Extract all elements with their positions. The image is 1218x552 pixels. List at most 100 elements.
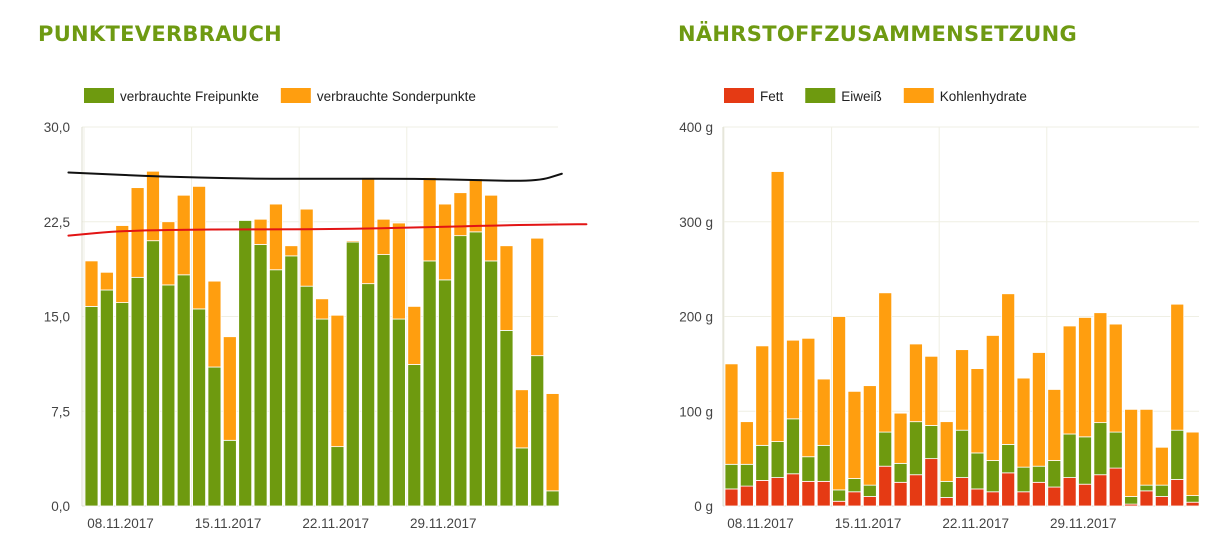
- bar-segment: [816, 444, 831, 482]
- bar-segment: [499, 245, 514, 331]
- bar-segment: [924, 425, 939, 460]
- y-tick-label: 0 g: [694, 499, 713, 514]
- bar-segment: [192, 308, 206, 507]
- bar-segment: [1154, 446, 1169, 486]
- bar-segment: [84, 260, 99, 307]
- bar-segment: [207, 366, 222, 507]
- bar-segment: [755, 345, 770, 446]
- bar-segment: [484, 194, 499, 262]
- bar-segment: [530, 355, 545, 507]
- bar-segment: [1078, 436, 1092, 485]
- bar-segment: [770, 477, 785, 507]
- bar-segment: [361, 283, 376, 507]
- y-tick-label: 0,0: [51, 499, 70, 514]
- bar-segment: [1185, 431, 1200, 496]
- bar-segment: [269, 203, 283, 271]
- bar-segment: [909, 421, 923, 476]
- y-tick-label: 200 g: [679, 310, 713, 325]
- bar-segment: [299, 285, 314, 507]
- bar-segment: [939, 480, 954, 498]
- bar-segment: [207, 280, 222, 368]
- bar-segment: [1032, 465, 1046, 483]
- annotation-line: [67, 223, 588, 237]
- bar-segment: [514, 447, 529, 507]
- bar-segment: [724, 363, 739, 465]
- bar-segment: [832, 316, 846, 491]
- bar-segment: [468, 178, 483, 233]
- bar-segment: [862, 496, 877, 507]
- bar-segment: [1001, 444, 1016, 474]
- legend-label: Fett: [760, 89, 784, 104]
- bar-segment: [770, 171, 785, 442]
- bar-segment: [1047, 486, 1062, 507]
- bar-segment: [1108, 467, 1123, 507]
- x-tick-label: 08.11.2017: [727, 516, 794, 531]
- bar-segment: [1093, 474, 1108, 507]
- bar-segment: [284, 255, 299, 507]
- bar-segment: [315, 298, 329, 320]
- bar-segment: [284, 245, 299, 257]
- bar-segment: [739, 485, 754, 507]
- bar-segment: [847, 478, 862, 493]
- bar-segment: [99, 289, 114, 507]
- bar-segment: [955, 477, 969, 507]
- chart-title-naehrstoffe: NÄHRSTOFFZUSAMMENSETZUNG: [678, 22, 1078, 46]
- bar-segment: [924, 458, 939, 507]
- legend-swatch: [724, 88, 754, 103]
- bar-segment: [955, 349, 969, 431]
- bar-segment: [1185, 495, 1200, 503]
- bar-segment: [484, 260, 499, 507]
- bar-segment: [161, 284, 176, 507]
- bar-segment: [1108, 323, 1123, 433]
- bar-segment: [253, 218, 268, 245]
- y-tick-label: 15,0: [44, 310, 70, 325]
- y-tick-label: 400 g: [679, 120, 713, 135]
- bar-segment: [862, 484, 877, 497]
- bar-segment: [985, 491, 1000, 507]
- bar-segment: [847, 491, 862, 507]
- bar-segment: [862, 385, 877, 486]
- legend-swatch: [903, 88, 934, 103]
- bar-segment: [376, 218, 391, 255]
- bar-segment: [909, 474, 923, 507]
- bar-segment: [816, 480, 831, 507]
- bar-segment: [1154, 496, 1169, 507]
- x-tick-label: 29.11.2017: [1050, 516, 1117, 531]
- bar-segment: [1139, 490, 1154, 507]
- legend-label: verbrauchte Sonderpunkte: [317, 89, 476, 104]
- bar-segment: [878, 465, 893, 507]
- bar-segment: [146, 170, 160, 242]
- bar-segment: [1062, 433, 1077, 478]
- bar-segment: [1001, 293, 1016, 445]
- bar-segment: [909, 343, 923, 423]
- bar-segment: [99, 271, 114, 291]
- bar-segment: [1062, 325, 1077, 435]
- bar-segment: [361, 177, 376, 285]
- bar-segment: [299, 208, 314, 287]
- bar-segment: [1154, 484, 1169, 497]
- bar-segment: [84, 305, 99, 507]
- bar-segment: [893, 412, 908, 464]
- bar-segment: [269, 269, 283, 507]
- bar-segment: [739, 421, 754, 465]
- bar-segment: [1047, 389, 1062, 461]
- legend-swatch: [805, 88, 836, 103]
- bar-segment: [1170, 479, 1185, 507]
- bar-segment: [514, 389, 529, 449]
- bar-segment: [1078, 483, 1092, 507]
- bar-segment: [1185, 501, 1200, 507]
- bar-segment: [955, 429, 969, 478]
- x-tick-label: 29.11.2017: [410, 516, 477, 531]
- legend-swatch: [280, 88, 311, 103]
- bar-segment: [222, 336, 237, 441]
- bar-segment: [1108, 431, 1123, 469]
- x-tick-label: 22.11.2017: [942, 516, 1009, 531]
- y-tick-label: 100 g: [679, 404, 713, 419]
- bar-segment: [1016, 466, 1031, 493]
- bar-segment: [130, 276, 145, 507]
- bar-segment: [770, 441, 785, 478]
- bar-segment: [222, 439, 237, 507]
- bar-segment: [330, 314, 345, 448]
- bar-segment: [161, 221, 176, 286]
